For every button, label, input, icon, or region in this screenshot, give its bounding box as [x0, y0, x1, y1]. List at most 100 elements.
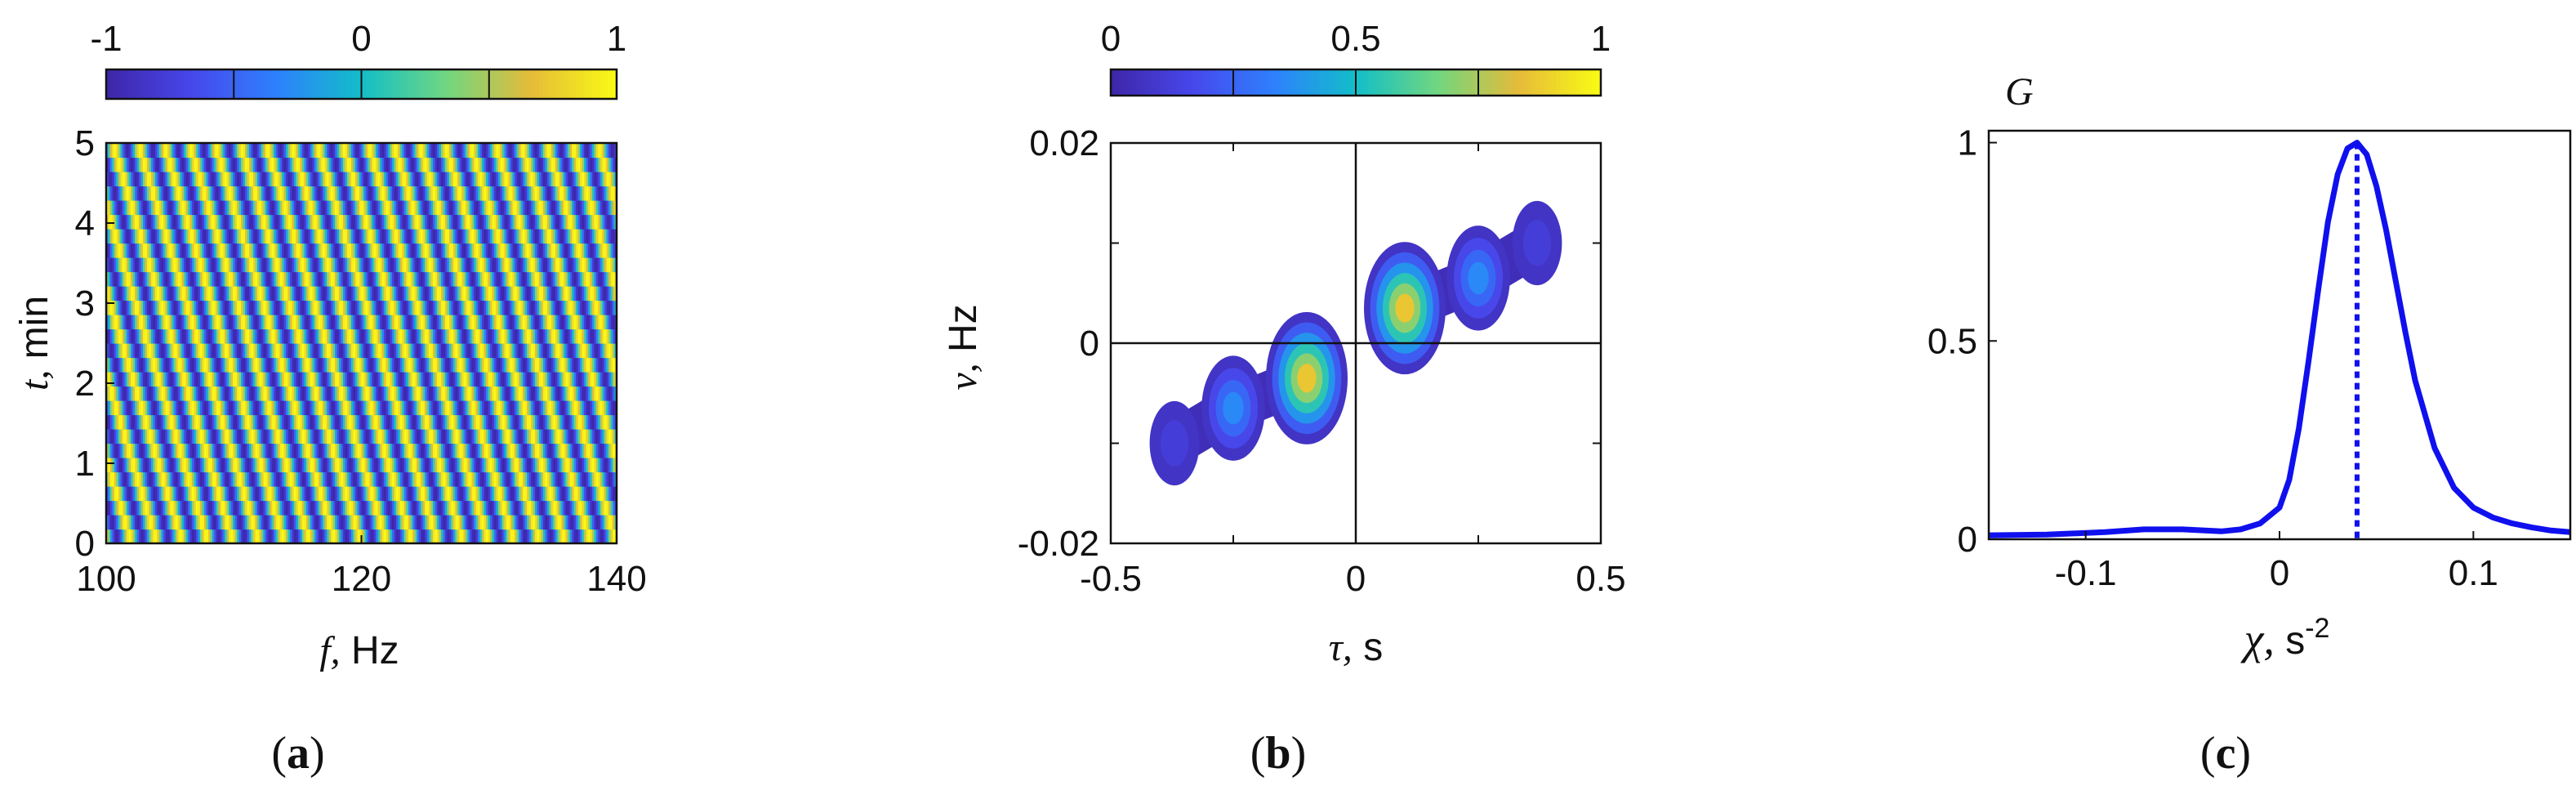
heatmap-a-cell	[524, 515, 528, 530]
heatmap-a-cell	[437, 343, 440, 359]
heatmap-a-cell	[376, 471, 379, 487]
heatmap-a-cell	[332, 458, 336, 473]
heatmap-a-cell	[568, 343, 571, 359]
heatmap-a-cell	[251, 300, 254, 315]
heatmap-a-cell	[319, 400, 322, 416]
heatmap-a-cell	[510, 400, 514, 416]
heatmap-a-cell	[294, 357, 297, 373]
heatmap-a-cell	[455, 458, 458, 473]
heatmap-a-cell	[188, 500, 191, 516]
heatmap-a-cell	[339, 458, 342, 473]
heatmap-a-cell	[351, 328, 354, 344]
heatmap-a-cell	[561, 328, 564, 344]
heatmap-a-cell	[292, 500, 295, 516]
heatmap-a-cell	[312, 515, 315, 530]
heatmap-a-cell	[535, 414, 538, 430]
heatmap-a-cell	[610, 386, 613, 401]
colorbar-a-cell	[192, 69, 197, 99]
heatmap-a-cell	[335, 471, 338, 487]
heatmap-a-cell	[163, 357, 167, 373]
heatmap-a-cell	[584, 529, 587, 543]
heatmap-a-cell	[327, 429, 330, 444]
heatmap-a-cell	[296, 386, 299, 401]
heatmap-a-cell	[188, 343, 191, 359]
heatmap-a-cell	[140, 458, 144, 473]
heatmap-a-cell	[437, 500, 440, 516]
heatmap-a-cell	[112, 529, 115, 543]
heatmap-a-cell	[369, 357, 372, 373]
heatmap-a-cell	[471, 357, 475, 373]
colorbar-a-cell	[596, 69, 601, 99]
heatmap-a-cell	[365, 328, 368, 344]
heatmap-a-cell	[294, 414, 297, 430]
heatmap-a-cell	[157, 357, 160, 373]
heatmap-a-cell	[381, 328, 385, 344]
heatmap-a-cell	[106, 515, 109, 530]
heatmap-a-cell	[222, 257, 225, 273]
heatmap-a-cell	[234, 343, 238, 359]
heatmap-a-cell	[429, 357, 432, 373]
heatmap-a-cell	[116, 315, 119, 330]
heatmap-a-cell	[537, 271, 540, 287]
heatmap-a-cell	[613, 443, 616, 458]
heatmap-a-cell	[328, 458, 332, 473]
heatmap-a-cell	[249, 471, 252, 487]
heatmap-a-cell	[270, 257, 273, 273]
heatmap-a-cell	[225, 343, 228, 359]
heatmap-a-cell	[351, 414, 354, 430]
heatmap-a-cell	[461, 271, 465, 287]
heatmap-a-cell	[176, 414, 179, 430]
heatmap-a-cell	[188, 286, 191, 301]
heatmap-a-cell	[410, 343, 413, 359]
heatmap-a-cell	[435, 429, 438, 444]
heatmap-a-cell	[533, 515, 536, 530]
heatmap-a-cell	[559, 315, 563, 330]
heatmap-a-cell	[290, 372, 293, 387]
heatmap-a-cell	[523, 328, 526, 344]
heatmap-a-cell	[314, 486, 318, 502]
heatmap-a-cell	[486, 429, 489, 444]
heatmap-a-cell	[584, 400, 587, 416]
heatmap-a-cell	[298, 257, 301, 273]
heatmap-a-cell	[596, 343, 599, 359]
heatmap-a-cell	[163, 400, 167, 416]
heatmap-a-cell	[110, 328, 114, 344]
heatmap-a-cell	[110, 443, 114, 458]
heatmap-a-cell	[149, 328, 152, 344]
heatmap-a-cell	[221, 286, 224, 301]
colorbar-a-cell	[180, 69, 185, 99]
heatmap-a-cell	[508, 271, 511, 287]
heatmap-a-cell	[251, 414, 254, 430]
heatmap-a-cell	[602, 286, 605, 301]
heatmap-a-cell	[392, 471, 395, 487]
heatmap-a-cell	[568, 443, 571, 458]
heatmap-a-cell	[410, 328, 413, 344]
heatmap-a-cell	[200, 471, 203, 487]
heatmap-a-cell	[406, 357, 409, 373]
heatmap-a-cell	[430, 386, 434, 401]
heatmap-a-cell	[335, 328, 338, 344]
heatmap-a-cell	[136, 429, 140, 444]
heatmap-a-cell	[368, 286, 371, 301]
heatmap-a-cell	[580, 471, 583, 487]
heatmap-a-cell	[253, 372, 256, 387]
heatmap-a-cell	[586, 500, 589, 516]
heatmap-a-cell	[116, 486, 119, 502]
heatmap-a-cell	[189, 286, 193, 301]
heatmap-a-cell	[351, 271, 354, 287]
heatmap-a-cell	[120, 328, 123, 344]
heatmap-a-cell	[422, 443, 426, 458]
heatmap-a-cell	[106, 458, 109, 473]
heatmap-a-cell	[519, 443, 522, 458]
heatmap-a-cell	[143, 400, 146, 416]
colorbar-a-cell	[506, 69, 511, 99]
heatmap-a-cell	[510, 343, 514, 359]
heatmap-a-cell	[523, 500, 526, 516]
colorbar-a-cell	[347, 69, 352, 99]
heatmap-a-cell	[537, 386, 540, 401]
heatmap-a-cell	[515, 286, 518, 301]
heatmap-a-cell	[218, 343, 221, 359]
heatmap-a-cell	[245, 429, 248, 444]
heatmap-a-cell	[229, 400, 232, 416]
heatmap-a-cell	[482, 372, 485, 387]
